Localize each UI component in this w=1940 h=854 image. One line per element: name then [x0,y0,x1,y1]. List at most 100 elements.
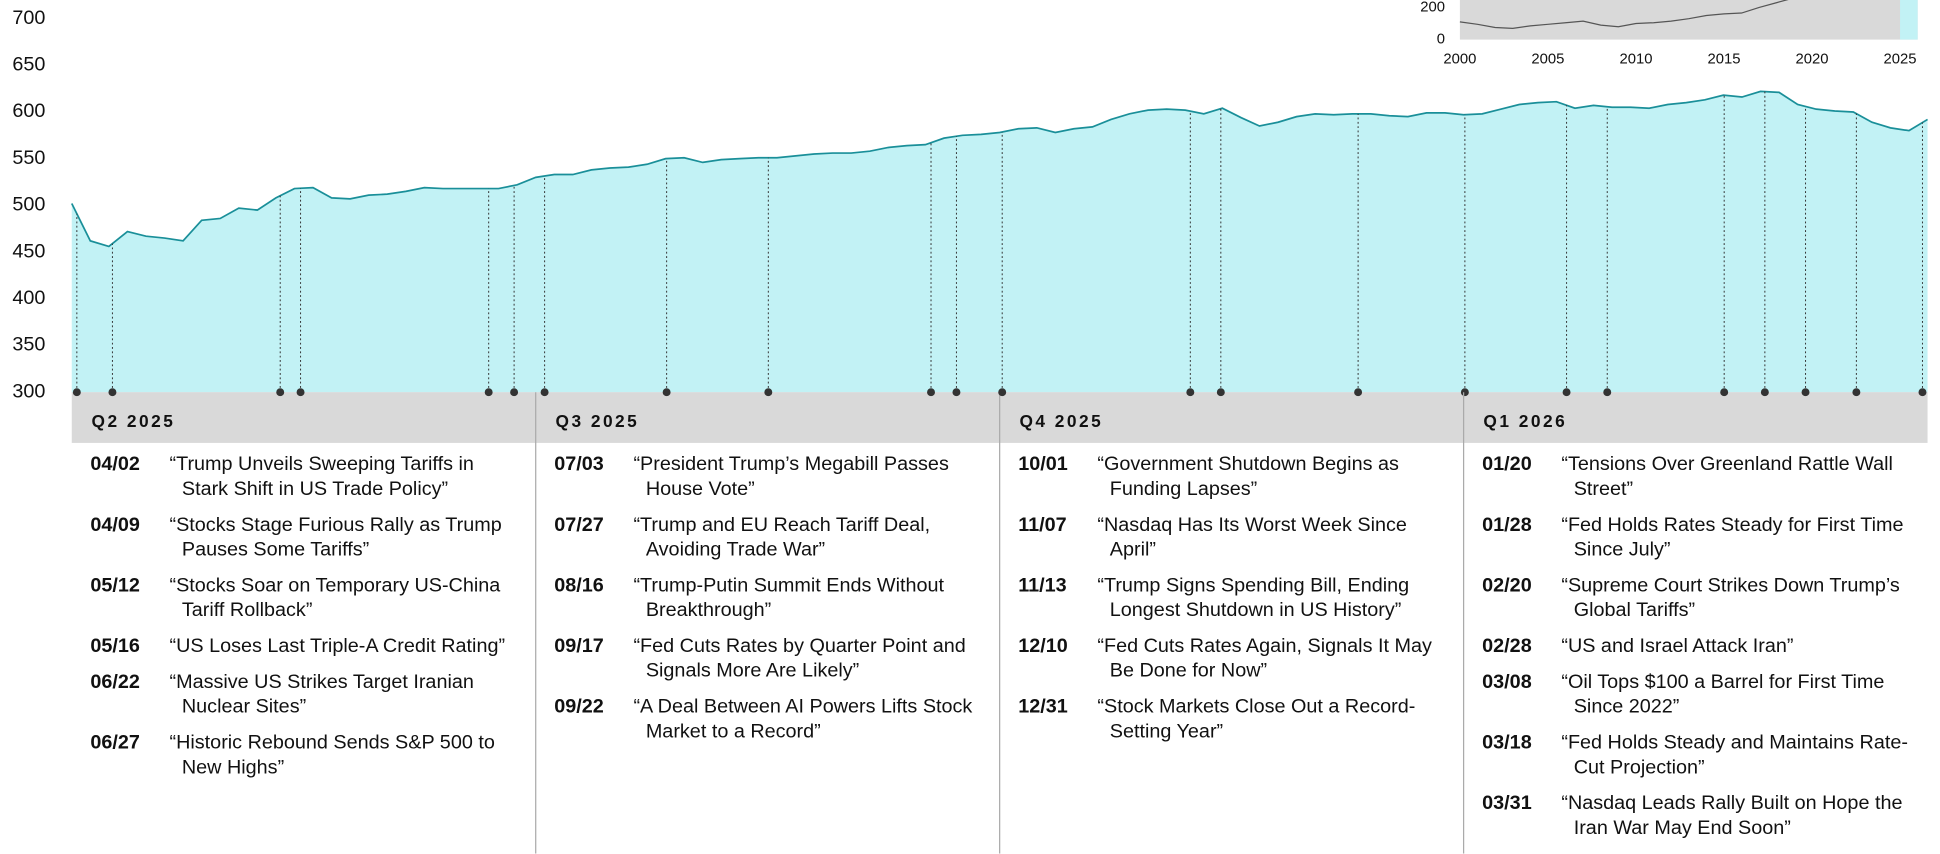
event-headline: “Supreme Court Strikes Down Trump’s Glob… [1561,575,1900,622]
event-date: 05/12 [90,575,140,597]
inset-x-tick-label: 2020 [1796,51,1829,67]
event-headline: “Historic Rebound Sends S&P 500 to New H… [169,732,495,779]
event-headline: “Nasdaq Has Its Worst Week Since April” [1097,514,1407,561]
event-headline: “A Deal Between AI Powers Lifts Stock Ma… [633,696,973,743]
inset-line [1459,0,1789,29]
event: 02/20 “Supreme Court Strikes Down Trump’s… [1482,574,1915,623]
event-headline: “Massive US Strikes Target Iranian Nucle… [169,671,474,718]
quarter-label: Q2 2025 [91,410,176,431]
event-date: 10/01 [1018,454,1068,476]
event-marker [540,388,549,397]
event: 10/01 “Government Shutdown Begins as Fund… [1018,453,1451,502]
event-headline: “Trump Signs Spending Bill, Ending Longe… [1097,575,1410,622]
event-date: 02/20 [1482,575,1532,597]
event: 07/27 “Trump and EU Reach Tariff Deal, Av… [554,513,987,562]
event-marker [1186,388,1195,397]
event: 04/09 “Stocks Stage Furious Rally as Trum… [90,513,523,562]
event-marker [1852,388,1861,397]
quarter-label: Q4 2025 [1019,410,1104,431]
event-date: 05/16 [90,635,140,657]
event-marker [1216,388,1225,397]
event: 05/12 “Stocks Soar on Temporary US-China … [90,574,523,623]
event-list: 01/20 “Tensions Over Greenland Rattle Wal… [1482,453,1915,853]
event-date: 11/13 [1018,575,1067,597]
inset-x-tick-label: 2010 [1619,51,1652,67]
event-headline: “US Loses Last Triple-A Credit Rating” [169,635,506,657]
event-date: 03/08 [1482,671,1532,693]
y-tick-label: 550 [12,147,45,169]
event-list: 07/03 “President Trump’s Megabill Passes … [554,453,987,756]
event-date: 01/28 [1482,514,1532,536]
event: 01/28 “Fed Holds Rates Steady for First T… [1482,513,1915,562]
event-date: 07/03 [554,454,604,476]
event-date: 08/16 [554,575,604,597]
event-date: 01/20 [1482,454,1532,476]
event: 01/20 “Tensions Over Greenland Rattle Wal… [1482,453,1915,502]
event-list: 04/02 “Trump Unveils Sweeping Tariffs in … [90,453,523,792]
inset-y-tick-label: 0 [1437,32,1445,48]
y-tick-label: 350 [12,334,45,356]
event: 02/28 “US and Israel Attack Iran” [1482,635,1915,660]
y-tick-label: 400 [12,287,45,309]
event-marker [1760,388,1769,397]
event: 04/02 “Trump Unveils Sweeping Tariffs in … [90,453,523,502]
event-date: 07/27 [554,514,604,536]
event-date: 12/31 [1018,696,1068,718]
y-tick-label: 300 [12,380,45,402]
event-marker [276,388,285,397]
event-marker [998,388,1007,397]
event-marker [1603,388,1612,397]
event: 03/31 “Nasdaq Leads Rally Built on Hope t… [1482,792,1915,841]
event-headline: “Tensions Over Greenland Rattle Wall Str… [1561,454,1893,500]
event-headline: “Stock Markets Close Out a Record-Settin… [1097,696,1416,743]
event-marker [484,388,493,397]
event-date: 03/31 [1482,793,1532,815]
event-headline: “Stocks Soar on Temporary US-China Tarif… [169,575,501,622]
inset-highlight [1900,0,1918,40]
event-date: 06/22 [90,671,140,693]
event-date: 09/17 [554,635,604,657]
event: 09/17 “Fed Cuts Rates by Quarter Point an… [554,635,987,684]
inset-x-tick-label: 2015 [1707,51,1740,67]
event: 12/31 “Stock Markets Close Out a Record-S… [1018,695,1451,744]
event: 03/08 “Oil Tops $100 a Barrel for First T… [1482,671,1915,720]
event-headline: “Nasdaq Leads Rally Built on Hope the Ir… [1561,793,1903,839]
event-marker [1720,388,1729,397]
event-date: 12/10 [1018,635,1068,657]
event-headline: “Oil Tops $100 a Barrel for First Time S… [1561,671,1885,718]
event-marker [1801,388,1810,397]
line [70,90,1929,248]
y-tick-label: 500 [12,194,45,216]
event: 11/07 “Nasdaq Has Its Worst Week Since Ap… [1018,513,1451,562]
event-marker [662,388,671,397]
event-date: 09/22 [554,696,604,718]
event-headline: “Fed Cuts Rates Again, Signals It May Be… [1097,635,1432,682]
event-marker [1918,388,1927,397]
quarter-label: Q3 2025 [555,410,640,431]
event-headline: “Fed Holds Steady and Maintains Rate-Cut… [1561,732,1908,779]
event-date: 03/18 [1482,732,1532,754]
event-headline: “Trump-Putin Summit Ends Without Breakth… [633,575,945,622]
event-marker [764,388,773,397]
event: 06/27 “Historic Rebound Sends S&P 500 to … [90,731,523,780]
y-tick-label: 700 [12,7,45,29]
event-date: 11/07 [1018,514,1067,536]
event-marker [1460,388,1469,397]
event-headline: “US and Israel Attack Iran” [1561,635,1794,657]
event: 03/18 “Fed Holds Steady and Maintains Rat… [1482,731,1915,780]
y-tick-label: 450 [12,240,45,262]
area [71,91,1928,393]
event: 07/03 “President Trump’s Megabill Passes … [554,453,987,502]
event-marker [108,388,117,397]
event-marker [927,388,935,397]
event-headline: “President Trump’s Megabill Passes House… [633,454,949,500]
event-marker [296,388,305,397]
event-marker [1562,388,1571,397]
event-list: 10/01 “Government Shutdown Begins as Fund… [1018,453,1451,756]
event: 09/22 “A Deal Between AI Powers Lifts Sto… [554,695,987,744]
event-headline: “Government Shutdown Begins as Funding L… [1097,454,1399,500]
event-marker [510,388,519,397]
y-tick-label: 650 [12,53,45,75]
